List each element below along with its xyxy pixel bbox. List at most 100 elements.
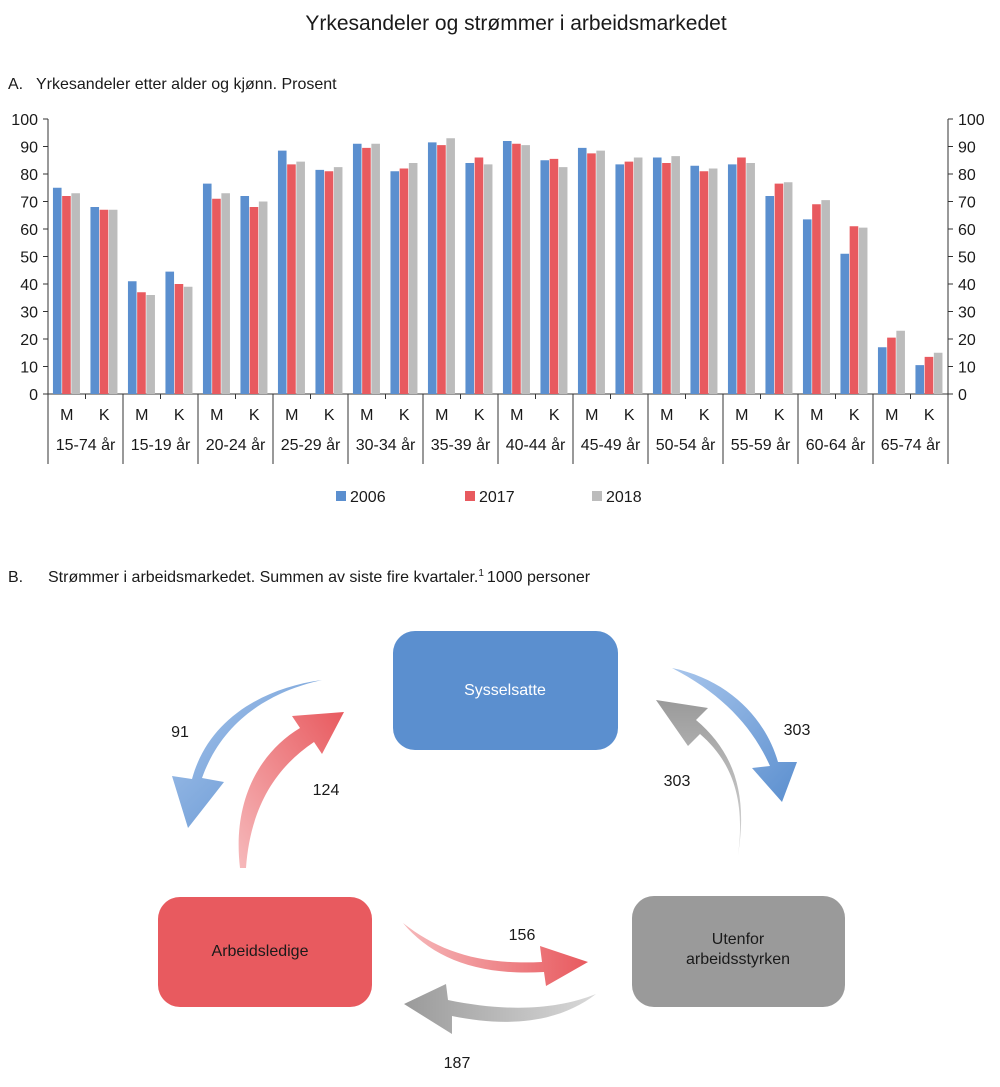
outside-box [632, 896, 845, 1007]
bar-2018 [221, 193, 230, 394]
x-tick-label-k: K [174, 407, 185, 424]
bar-2017 [437, 145, 446, 394]
y-tick-label-right: 100 [958, 112, 985, 129]
legend-swatch-2018 [592, 491, 602, 501]
flow-value-unemployed-to-outside: 156 [509, 927, 536, 944]
bar-2017 [699, 171, 709, 394]
x-tick-label-m: M [510, 407, 523, 424]
bar-2006 [390, 171, 400, 394]
bar-2018 [296, 161, 305, 394]
unemployed-label: Arbeidsledige [212, 943, 309, 960]
legend-label-2006: 2006 [350, 489, 386, 506]
bar-2018 [558, 167, 568, 394]
bar-2006 [727, 164, 737, 394]
x-tick-label-k: K [99, 407, 110, 424]
x-tick-label-m: M [210, 407, 223, 424]
bar-2018 [858, 227, 868, 394]
bar-2018 [108, 209, 118, 394]
bar-2018 [146, 295, 155, 394]
bar-2018 [633, 157, 643, 394]
panel-b-label: B. [8, 569, 23, 586]
y-tick-label-left: 10 [20, 360, 38, 377]
panel-b-title-suffix: 1000 personer [487, 569, 591, 586]
bar-2006 [277, 150, 287, 394]
bar-2006 [802, 219, 812, 394]
bar-2006 [465, 163, 475, 394]
flow-value-employed-to-outside: 303 [784, 722, 811, 739]
bar-2017 [624, 161, 634, 394]
y-tick-label-left: 20 [20, 332, 38, 349]
legend-swatch-2017 [465, 491, 475, 501]
flow-value-outside-to-employed: 303 [664, 773, 691, 790]
bar-2018 [596, 150, 605, 394]
legend-label-2018: 2018 [606, 489, 642, 506]
bar-2018 [71, 193, 80, 394]
y-tick-label-right: 50 [958, 250, 976, 267]
x-group-label: 20-24 år [206, 436, 266, 454]
x-group-label: 30-34 år [356, 436, 416, 454]
bar-2017 [737, 157, 746, 394]
bar-2018 [371, 143, 380, 394]
x-tick-label-k: K [699, 407, 710, 424]
bar-2017 [362, 147, 371, 394]
bar-2017 [662, 163, 671, 394]
bar-chart-bars [52, 138, 943, 394]
x-tick-label-m: M [435, 407, 448, 424]
x-tick-label-m: M [585, 407, 598, 424]
bar-2017 [249, 207, 259, 394]
x-tick-label-m: M [285, 407, 298, 424]
employed-box [393, 631, 618, 750]
bar-2017 [924, 356, 934, 394]
bar-2018 [671, 156, 680, 394]
bar-2006 [240, 196, 250, 394]
panel-b-title: Strømmer i arbeidsmarkedet. Summen av si… [48, 568, 591, 586]
y-tick-label-right: 80 [958, 167, 976, 184]
chart-legend: 2006 2017 2018 [336, 489, 642, 506]
flow-arrow-unemployed-to-employed [238, 712, 344, 868]
x-tick-label-k: K [624, 407, 635, 424]
bar-2017 [549, 158, 559, 394]
bar-2006 [915, 365, 925, 394]
bar-2006 [577, 147, 587, 394]
y-tick-label-right: 30 [958, 305, 976, 322]
x-tick-label-k: K [399, 407, 410, 424]
bar-2017 [887, 337, 896, 394]
x-tick-label-k: K [549, 407, 560, 424]
bar-2018 [521, 145, 530, 394]
y-tick-label-left: 40 [20, 277, 38, 294]
bar-2017 [774, 183, 784, 394]
x-group-label: 50-54 år [656, 436, 716, 454]
x-tick-label-m: M [60, 407, 73, 424]
bar-2017 [62, 196, 71, 394]
y-tick-label-right: 10 [958, 360, 976, 377]
bar-2018 [258, 201, 268, 394]
bar-2017 [587, 153, 596, 394]
outside-label-line1: Utenfor [712, 931, 765, 948]
bar-chart-axes: 0 0 10 10 20 20 30 30 40 40 50 50 60 60 70 70 80 80 90 90 10… [11, 112, 985, 464]
flow-value-unemployed-to-employed: 124 [313, 782, 340, 799]
bar-2006 [127, 281, 137, 394]
legend-swatch-2006 [336, 491, 346, 501]
bar-2006 [877, 347, 887, 394]
flow-value-outside-to-unemployed: 187 [444, 1055, 471, 1072]
bar-2017 [174, 284, 184, 394]
outside-label-line2: arbeidsstyrken [686, 951, 790, 968]
bar-2018 [933, 352, 943, 394]
x-group-label: 60-64 år [806, 436, 866, 454]
bar-2018 [408, 163, 418, 394]
bar-2006 [352, 143, 362, 394]
bar-2017 [99, 209, 109, 394]
footnote-marker: 1 [478, 568, 484, 579]
bar-2006 [165, 271, 175, 394]
bar-2006 [52, 187, 62, 394]
bar-2006 [315, 169, 325, 394]
flow-arrow-outside-to-unemployed [404, 984, 596, 1034]
x-group-label: 35-39 år [431, 436, 491, 454]
bar-2018 [333, 167, 343, 394]
y-tick-label-left: 50 [20, 250, 38, 267]
bar-2018 [896, 330, 905, 394]
y-tick-label-right: 0 [958, 387, 967, 404]
bar-2006 [90, 207, 100, 394]
bar-2018 [783, 182, 793, 394]
